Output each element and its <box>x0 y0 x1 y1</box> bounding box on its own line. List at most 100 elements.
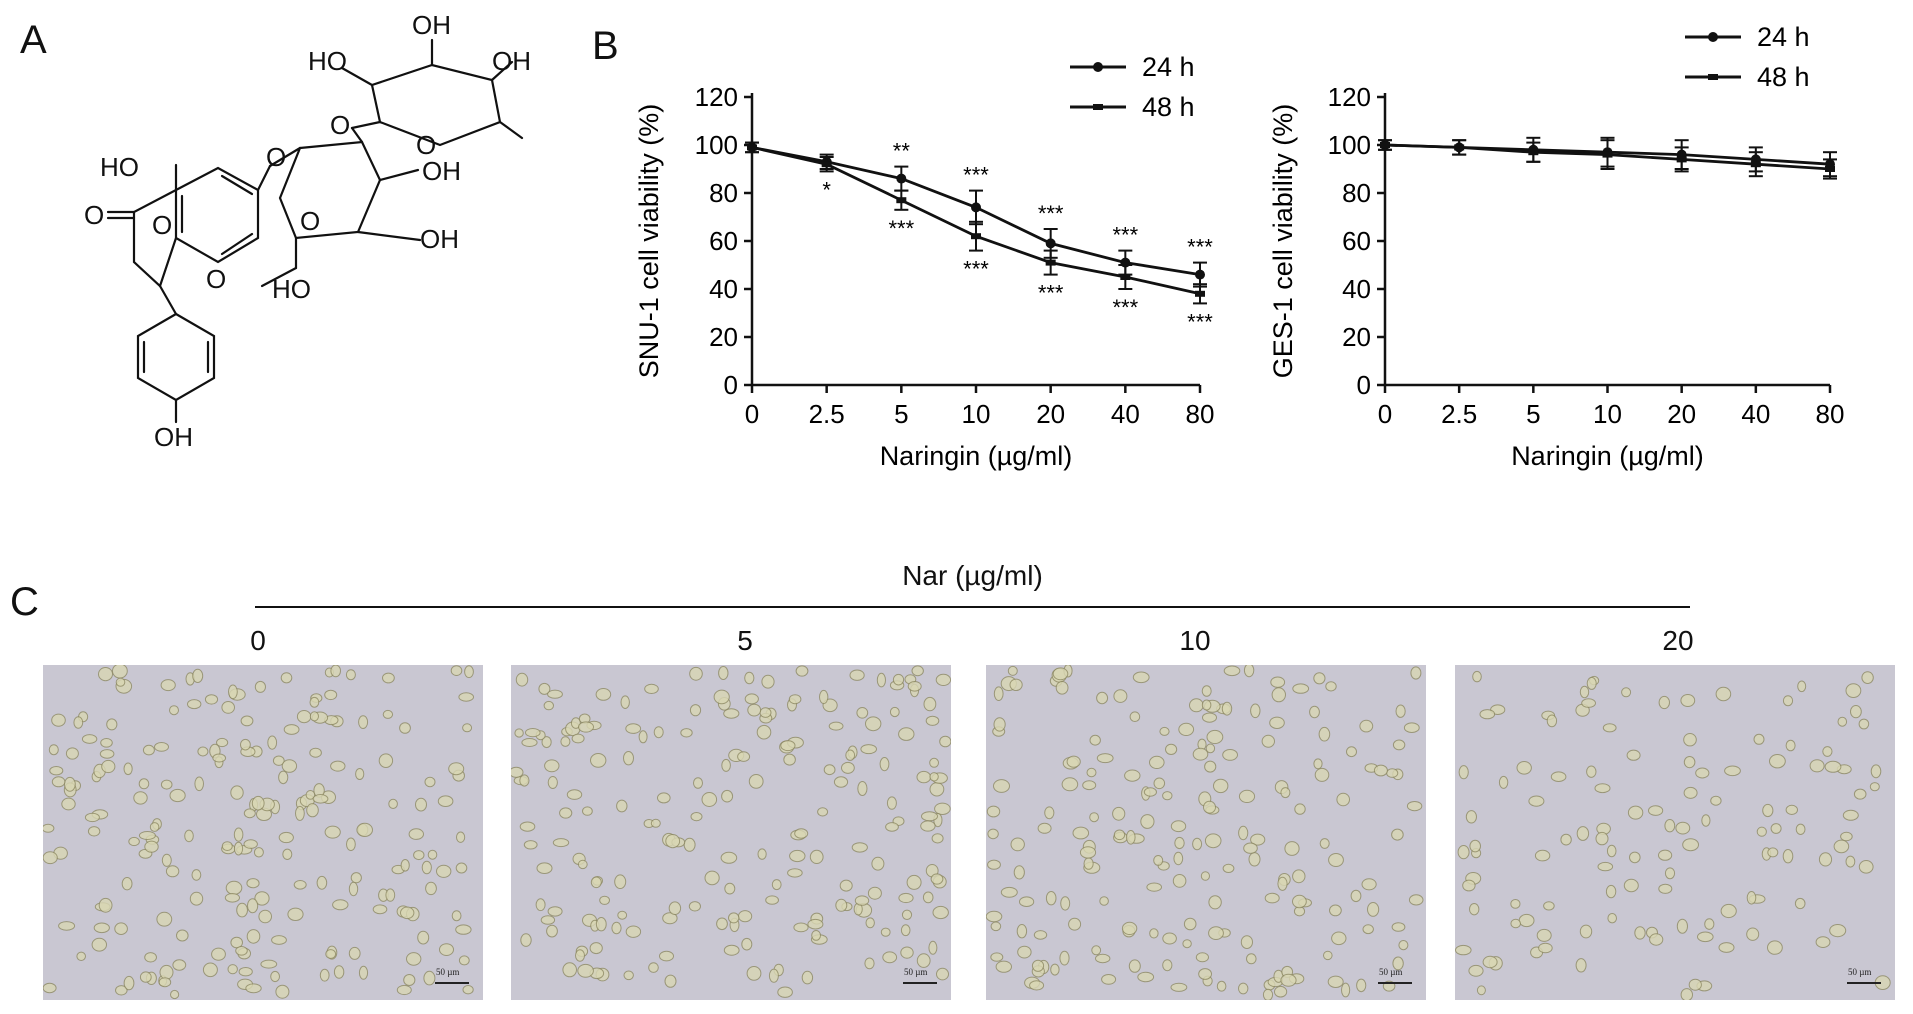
y-tick-label: 80 <box>1342 178 1371 208</box>
x-tick-label: 20 <box>1667 399 1696 429</box>
data-point <box>1676 156 1687 163</box>
treatment-title: Nar (µg/ml) <box>902 560 1043 591</box>
concentration-label: 20 <box>1662 625 1694 656</box>
data-point <box>1120 274 1131 280</box>
significance-marker: *** <box>1187 309 1213 334</box>
y-tick-label: 120 <box>695 82 738 112</box>
atom-label: OH <box>412 10 451 40</box>
data-point <box>1045 259 1056 266</box>
concentration-label: 5 <box>737 625 753 656</box>
scale-bar-label: 50 µm <box>436 967 460 977</box>
atom-label: O <box>330 110 350 140</box>
cell-texture <box>511 665 951 998</box>
x-tick-label: 2.5 <box>1441 399 1477 429</box>
y-axis-label: GES-1 cell viability (%) <box>1268 104 1298 379</box>
panel-label-c: C <box>10 580 39 624</box>
y-tick-label: 20 <box>1342 322 1371 352</box>
significance-marker: *** <box>1112 295 1138 320</box>
x-axis-label: Naringin (µg/ml) <box>880 441 1073 471</box>
ges1-viability-chart: 0 20 40 60 80 100 120 0 2.5 5 10 20 40 80 Naringin (µg… <box>1268 22 1845 471</box>
y-tick-label: 40 <box>709 274 738 304</box>
data-point <box>747 144 757 151</box>
atom-label: HO <box>272 274 311 304</box>
y-axis-label: SNU-1 cell viability (%) <box>634 104 664 379</box>
data-point <box>1825 166 1835 172</box>
x-tick-label: 10 <box>962 399 991 429</box>
data-point <box>1602 151 1613 158</box>
significance-marker: ** <box>893 139 911 164</box>
significance-marker: *** <box>1112 223 1138 248</box>
micrograph-image: 50 µm <box>1455 665 1895 1000</box>
data-point <box>1454 144 1465 151</box>
y-tick-label: 20 <box>709 322 738 352</box>
legend-label: 24 h <box>1142 52 1195 82</box>
atom-label: OH <box>492 46 531 76</box>
y-tick-label: 120 <box>1328 82 1371 112</box>
atom-label: OH <box>154 422 193 452</box>
treatment-header: Nar (µg/ml) <box>255 560 1690 610</box>
legend-swatch-marker <box>1093 104 1103 110</box>
data-point <box>1195 269 1205 280</box>
x-tick-label: 0 <box>745 399 759 429</box>
micrograph-image: 50 µm <box>986 665 1426 1000</box>
y-tick-label: 0 <box>724 370 738 400</box>
y-tick-label: 100 <box>1328 130 1371 160</box>
significance-marker: *** <box>1187 235 1213 260</box>
legend: 24 h 48 h <box>1070 52 1195 122</box>
x-tick-label: 0 <box>1378 399 1392 429</box>
atom-label: OH <box>422 156 461 186</box>
y-tick-label: 100 <box>695 130 738 160</box>
data-point <box>971 202 981 213</box>
cell-texture <box>986 665 1424 1000</box>
data-point <box>821 161 832 168</box>
y-tick-label: 60 <box>1342 226 1371 256</box>
atom-label: O <box>266 142 286 172</box>
x-tick-label: 20 <box>1036 399 1065 429</box>
legend-label: 48 h <box>1757 62 1810 92</box>
series-1 <box>1378 139 1837 180</box>
atom-label: O <box>152 210 172 240</box>
legend-swatch-marker <box>1708 74 1718 80</box>
atom-label: O <box>300 206 320 236</box>
data-point <box>1195 290 1205 297</box>
significance-marker: *** <box>888 216 914 241</box>
structure-bonds <box>106 38 524 424</box>
x-tick-label: 5 <box>1526 399 1540 429</box>
atom-label: O <box>84 200 104 230</box>
atom-label: HO <box>308 46 347 76</box>
naringin-structure: OH HO OH HO O O O O OH O OH HO O O OH <box>84 10 531 452</box>
series-1 <box>745 141 1207 305</box>
snu1-viability-chart: 0 20 40 60 80 100 120 0 2.5 5 10 20 40 80 Naringin (µg… <box>634 52 1215 471</box>
legend-swatch-marker <box>1708 32 1718 42</box>
x-tick-label: 80 <box>1816 399 1845 429</box>
x-tick-label: 5 <box>894 399 908 429</box>
legend-label: 48 h <box>1142 92 1195 122</box>
structure-atom-labels: OH HO OH HO O O O O OH O OH HO O O OH <box>84 10 531 452</box>
y-tick-label: 0 <box>1357 370 1371 400</box>
panel-label-a: A <box>20 18 47 62</box>
scale-bar-label: 50 µm <box>904 967 928 977</box>
x-tick-label: 10 <box>1593 399 1622 429</box>
significance-marker: *** <box>963 163 989 188</box>
x-tick-label: 40 <box>1111 399 1140 429</box>
scale-bar-label: 50 µm <box>1848 967 1872 977</box>
atom-label: O <box>206 264 226 294</box>
panel-label-b: B <box>592 24 619 68</box>
data-point <box>896 173 907 184</box>
cell-texture <box>1455 670 1891 1000</box>
atom-label: O <box>416 130 436 160</box>
atom-label: HO <box>100 152 139 182</box>
micrograph-image: 50 µm <box>43 665 483 1000</box>
data-point <box>1750 161 1761 168</box>
data-point <box>896 197 907 204</box>
legend: 24 h 48 h <box>1685 22 1810 92</box>
y-tick-label: 60 <box>709 226 738 256</box>
significance-marker: *** <box>1038 281 1064 306</box>
legend-swatch-marker <box>1093 62 1103 72</box>
x-axis-label: Naringin (µg/ml) <box>1511 441 1704 471</box>
concentration-label: 0 <box>250 625 266 656</box>
x-tick-label: 40 <box>1741 399 1770 429</box>
x-tick-label: 80 <box>1186 399 1215 429</box>
y-tick-label: 80 <box>709 178 738 208</box>
y-tick-label: 40 <box>1342 274 1371 304</box>
